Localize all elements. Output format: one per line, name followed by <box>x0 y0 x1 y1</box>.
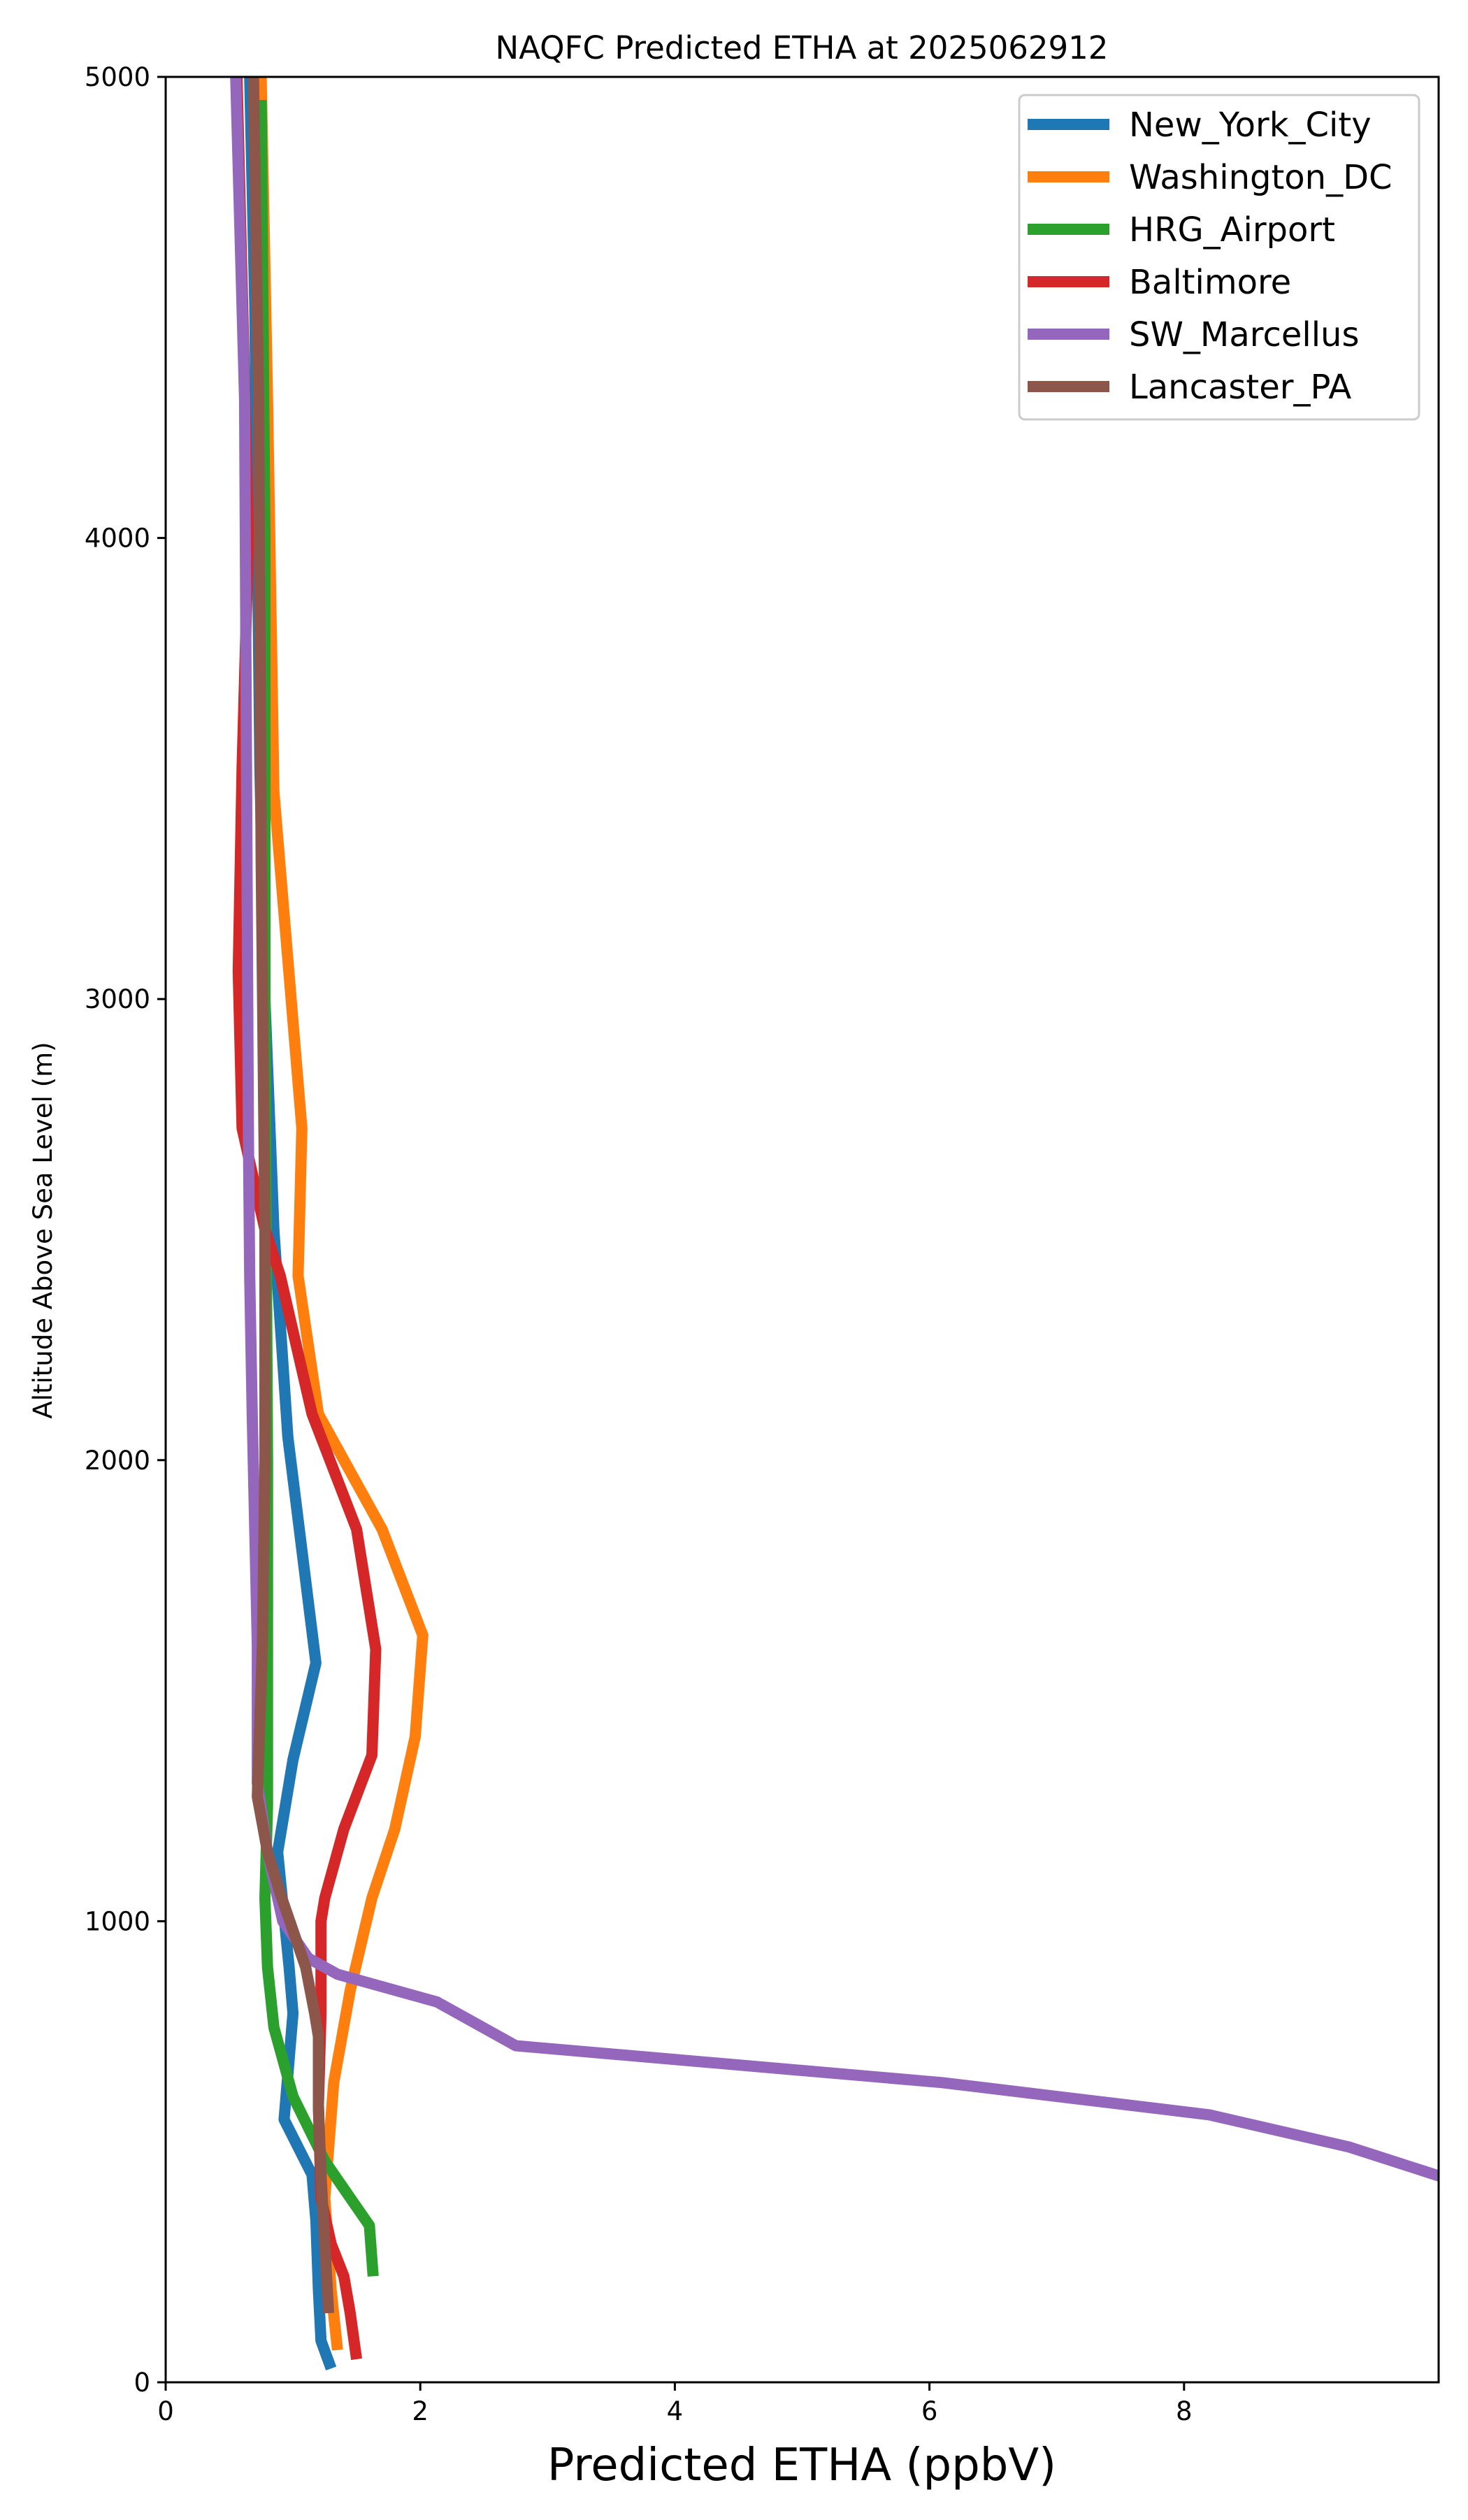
legend-frame <box>1018 94 1420 421</box>
series-line-sw-marcellus <box>230 77 1439 2182</box>
y-tick-label: 2000 <box>85 1446 150 1476</box>
x-tick-label: 4 <box>667 2396 684 2426</box>
legend-label-washington-dc: Washington_DC <box>1129 158 1393 197</box>
legend-label-new-york-city: New_York_City <box>1129 106 1372 145</box>
series-line-lancaster-pa <box>247 77 335 2314</box>
legend-label-baltimore: Baltimore <box>1129 263 1291 302</box>
y-tick-label: 5000 <box>85 62 150 92</box>
chart-title: NAQFC Predicted ETHA at 2025062912 <box>496 29 1109 66</box>
x-tick-label: 6 <box>921 2396 938 2426</box>
x-axis-ticks: 0 2 4 6 8 <box>157 2382 1193 2426</box>
legend-label-lancaster-pa: Lancaster_PA <box>1129 368 1351 407</box>
y-tick-label: 0 <box>134 2368 150 2398</box>
plot-frame <box>164 75 1440 2384</box>
series-layer <box>230 77 1439 2370</box>
legend-label-hrg-airport: HRG_Airport <box>1129 210 1335 250</box>
x-tick-label: 8 <box>1176 2396 1193 2426</box>
x-axis-label: Predicted ETHA (ppbV) <box>547 2440 1056 2491</box>
legend-label-sw-marcellus: SW_Marcellus <box>1129 315 1359 354</box>
x-tick-label: 2 <box>412 2396 429 2426</box>
legend: New_York_City Washington_DC HRG_Airport Bal… <box>1018 94 1420 421</box>
series-line-washington-dc <box>255 77 429 2351</box>
x-tick-label: 0 <box>157 2396 174 2426</box>
y-tick-label: 4000 <box>85 524 150 554</box>
y-axis-label: Altitude Above Sea Level (m) <box>28 1042 58 1418</box>
y-tick-label: 1000 <box>85 1906 150 1936</box>
legend-entries: New_York_City Washington_DC HRG_Airport Bal… <box>1028 106 1393 407</box>
y-tick-label: 3000 <box>85 984 150 1014</box>
y-axis-ticks: 0 1000 2000 3000 4000 5000 <box>85 62 166 2398</box>
